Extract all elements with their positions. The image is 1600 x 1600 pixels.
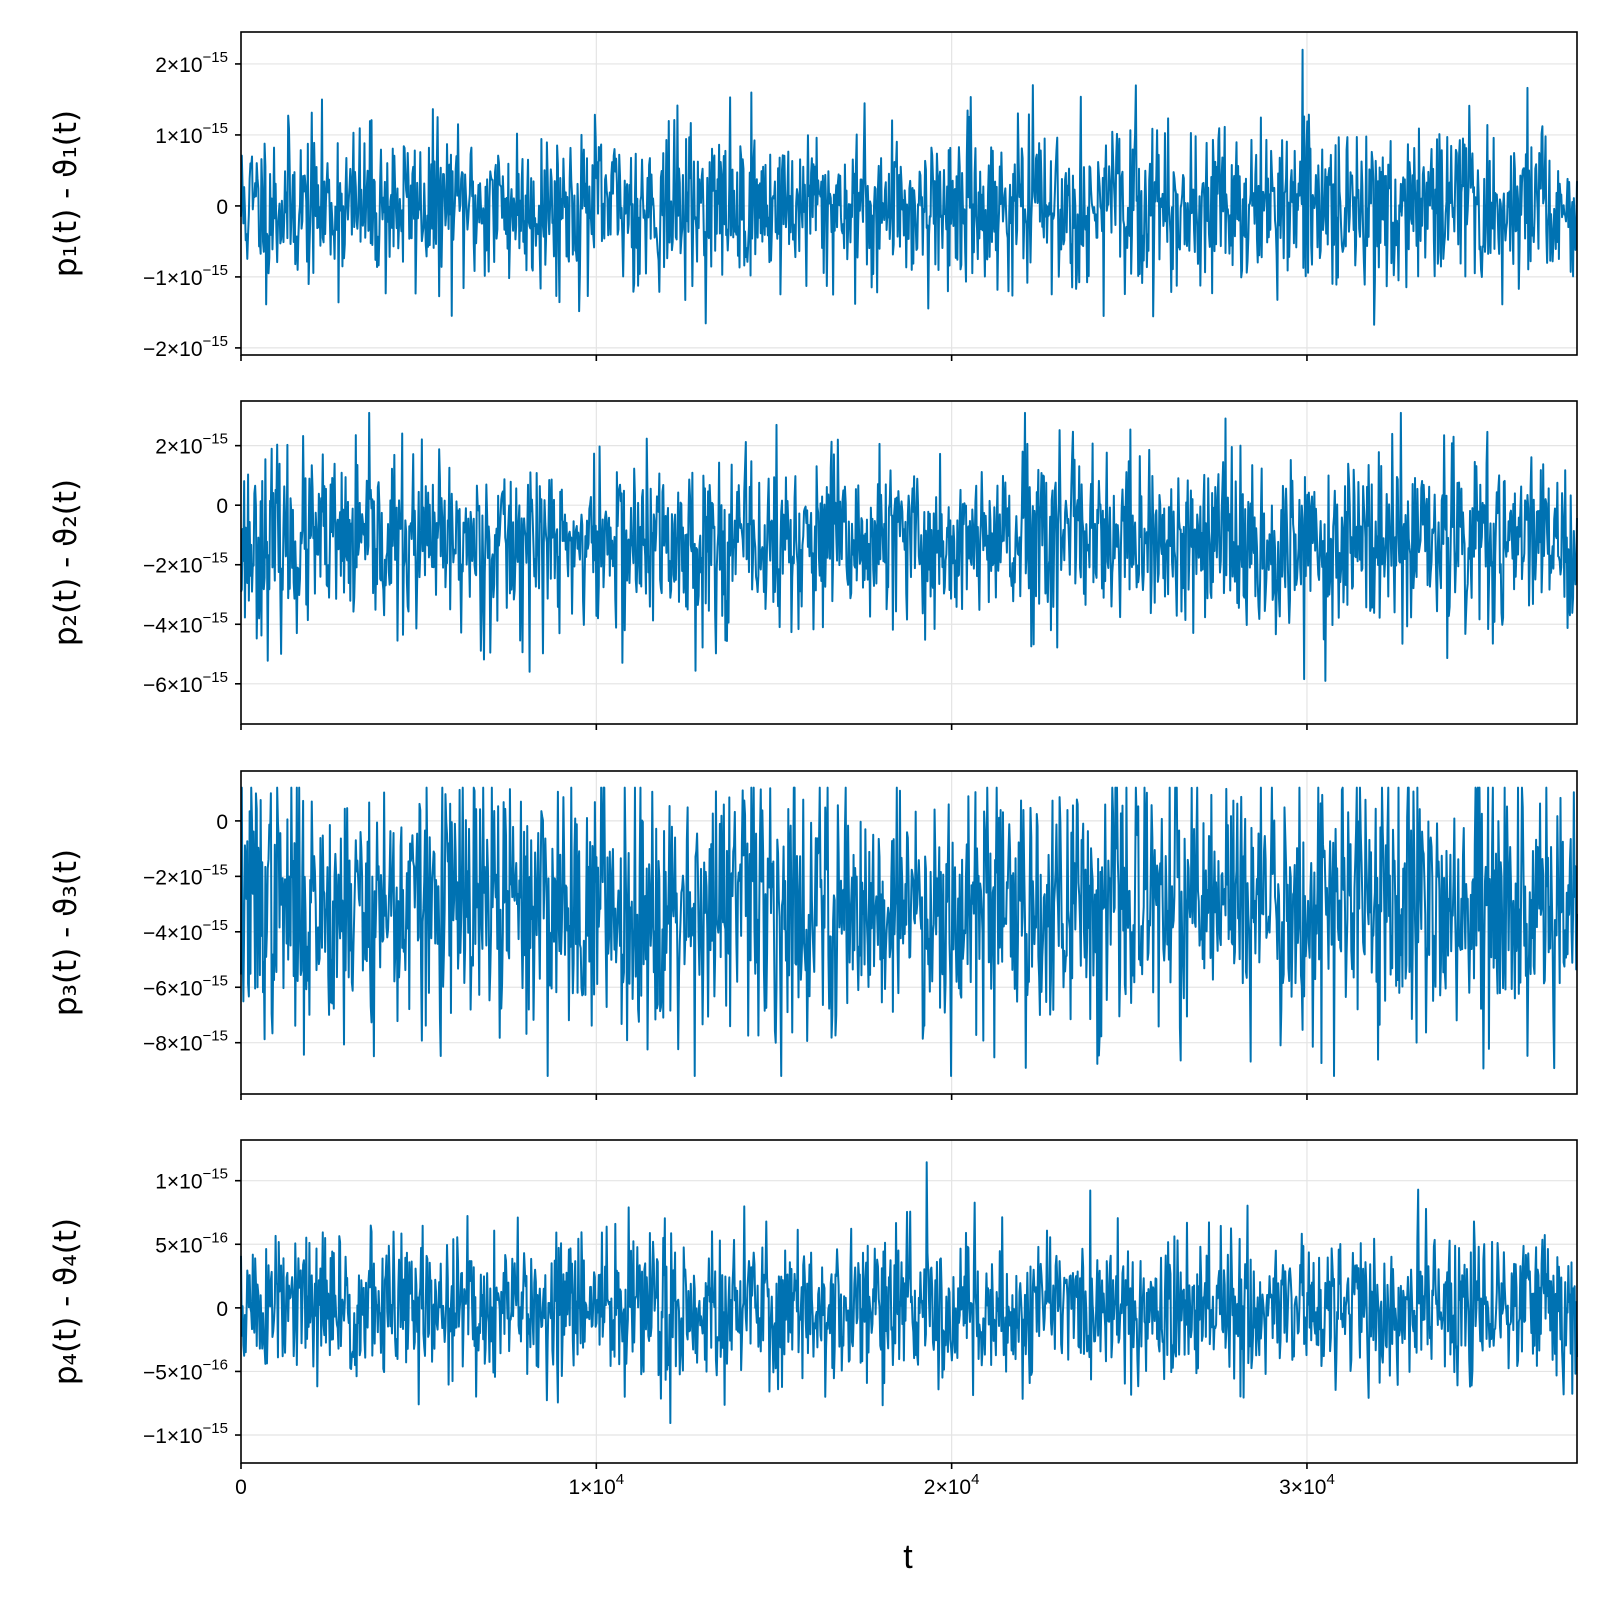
panels: 2×10−15 1×10−15 0 −1×10−15 −2×10−15 p₁(t) - ϑ… [48, 31, 1578, 1499]
series-line [240, 48, 1578, 326]
x-axis [240, 1094, 1308, 1100]
y-tick-label: 0 [216, 811, 228, 834]
y-tick-label: 1×10−15 [155, 1166, 228, 1194]
panel-2: 2×10−15 0 −2×10−15 −4×10−15 −6×10−15 p₂(t) - … [48, 400, 1578, 730]
y-axis-label: p₃(t) - ϑ₃(t) [48, 849, 84, 1016]
series-line [240, 1161, 1578, 1425]
panel-4: 1×10−15 5×10−16 0 −5×10−16 −1×10−15 0 1×104 2×1… [48, 1139, 1578, 1499]
x-tick-label: 0 [235, 1476, 247, 1499]
y-tick-label: 5×10−16 [155, 1229, 228, 1257]
y-axis-label: p₁(t) - ϑ₁(t) [48, 110, 84, 277]
y-tick-label: −2×10−15 [143, 550, 228, 578]
y-tick-label: −1×10−15 [143, 1420, 228, 1448]
y-axis-label: p₄(t) - ϑ₄(t) [48, 1218, 84, 1385]
y-tick-label: −6×10−15 [143, 669, 228, 697]
x-tick-label: 1×104 [568, 1471, 624, 1499]
y-axis-label: p₂(t) - ϑ₂(t) [48, 479, 84, 646]
x-axis [240, 724, 1308, 730]
x-axis: 0 1×104 2×104 3×104 [235, 1463, 1335, 1499]
y-tick-label: 0 [216, 495, 228, 518]
x-axis-label: t [903, 1538, 913, 1576]
y-tick-label: −5×10−16 [143, 1356, 228, 1384]
x-axis [240, 355, 1308, 361]
y-axis: 1×10−15 5×10−16 0 −5×10−16 −1×10−15 [143, 1166, 241, 1448]
x-tick-label: 3×104 [1279, 1471, 1335, 1499]
series-line [240, 411, 1578, 682]
panel-3: 0 −2×10−15 −4×10−15 −6×10−15 −8×10−15 p₃(t) -… [48, 770, 1578, 1100]
y-tick-label: 2×10−15 [155, 49, 228, 77]
y-tick-label: 0 [216, 1298, 228, 1321]
y-tick-label: −1×10−15 [143, 262, 228, 290]
y-tick-label: −4×10−15 [143, 609, 228, 637]
y-tick-label: 2×10−15 [155, 431, 228, 459]
y-tick-label: 1×10−15 [155, 120, 228, 148]
y-axis: 0 −2×10−15 −4×10−15 −6×10−15 −8×10−15 [143, 811, 241, 1056]
axes-frame [240, 400, 1578, 725]
grid [240, 401, 1577, 724]
y-tick-label: −4×10−15 [143, 917, 228, 945]
y-axis: 2×10−15 1×10−15 0 −1×10−15 −2×10−15 [143, 49, 241, 361]
axes-frame [240, 31, 1578, 356]
y-tick-label: −8×10−15 [143, 1028, 228, 1056]
y-tick-label: −2×10−15 [143, 333, 228, 361]
y-tick-label: 0 [216, 196, 228, 219]
y-tick-label: −2×10−15 [143, 861, 228, 889]
y-axis: 2×10−15 0 −2×10−15 −4×10−15 −6×10−15 [143, 431, 241, 697]
x-tick-label: 2×104 [924, 1471, 980, 1499]
y-tick-label: −6×10−15 [143, 972, 228, 1000]
series-line [240, 786, 1578, 1077]
panel-1: 2×10−15 1×10−15 0 −1×10−15 −2×10−15 p₁(t) - ϑ… [48, 31, 1578, 361]
axes-frame [240, 1139, 1578, 1464]
